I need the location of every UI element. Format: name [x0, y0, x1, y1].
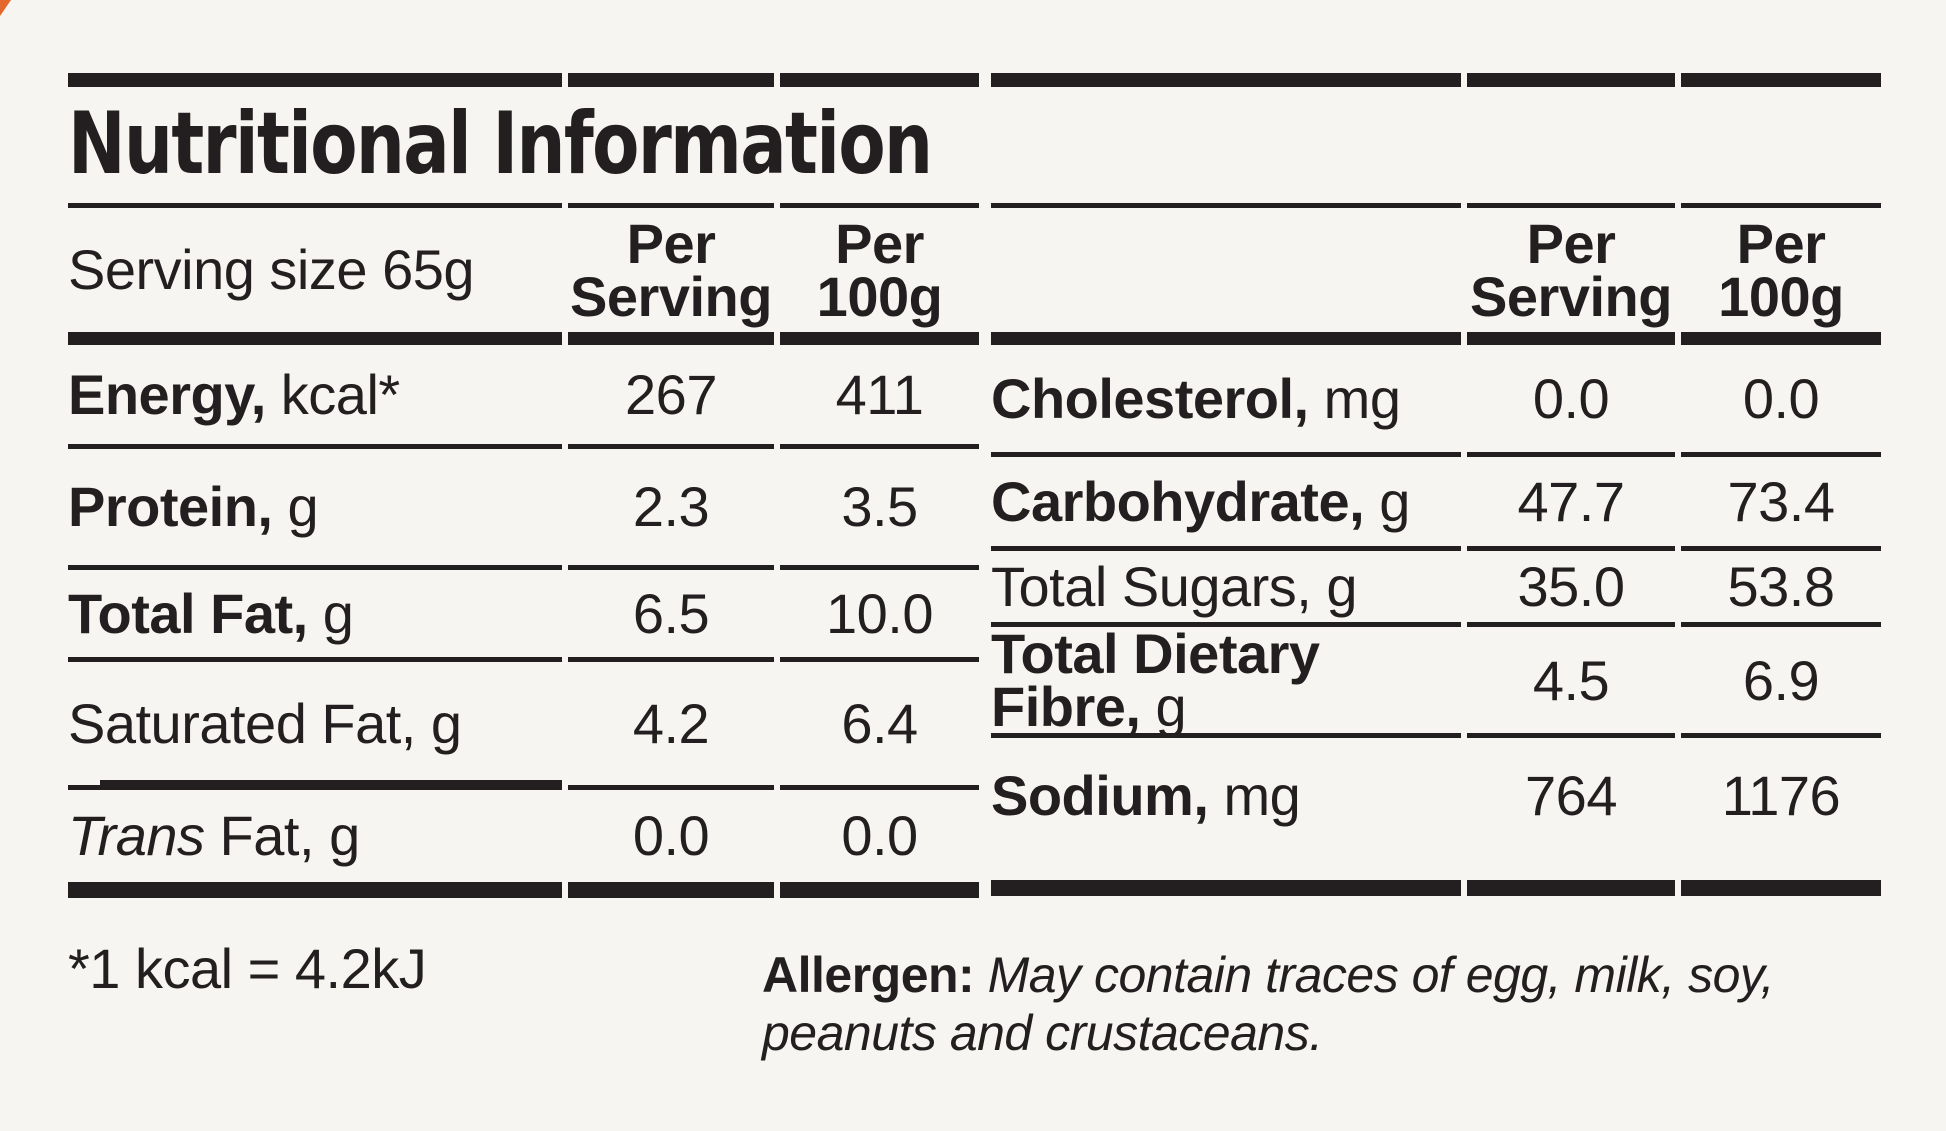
table-row-energy: Energy, kcal* 267 411	[68, 345, 979, 449]
table-row-protein: Protein, g 2.3 3.5	[68, 449, 979, 570]
table-row-trans-fat: Trans Fat, g 0.0 0.0	[68, 790, 979, 898]
table-row-carbohydrate: Carbohydrate, g 47.7 73.4	[991, 457, 1881, 551]
value-per-serving: 267	[568, 345, 774, 449]
header-spacer	[991, 208, 1461, 345]
value-per-100g: 3.5	[780, 449, 979, 570]
row-label: Energy, kcal*	[68, 345, 562, 449]
column-header-per-serving: Per Serving	[568, 208, 774, 345]
allergen-text: May contain traces of egg, milk, soy, pe…	[762, 947, 1775, 1061]
row-label: Trans Fat, g	[68, 790, 562, 898]
column-header-per-100g: Per 100g	[780, 208, 979, 345]
table-row-cholesterol: Cholesterol, mg 0.0 0.0	[991, 345, 1881, 457]
value-per-100g: 6.4	[780, 662, 979, 790]
value-per-100g: 6.9	[1681, 627, 1881, 739]
title-row: Nutritional Information	[68, 73, 979, 208]
value-per-serving: 35.0	[1467, 551, 1675, 627]
row-label: Sodium, mg	[991, 738, 1461, 897]
row-label: Total Fat, g	[68, 570, 562, 662]
corner-accent-triangle	[0, 0, 11, 16]
table-row-total-fat: Total Fat, g 6.5 10.0	[68, 570, 979, 662]
table-row-total-sugars: Total Sugars, g 35.0 53.8	[991, 551, 1881, 627]
allergen-note: Allergen: May contain traces of egg, mil…	[762, 946, 1937, 1062]
table-row-sodium: Sodium, mg 764 1176	[991, 738, 1881, 897]
table-row-saturated-fat: Saturated Fat, g 4.2 6.4	[68, 662, 979, 790]
value-per-100g: 73.4	[1681, 457, 1881, 551]
value-per-serving: 4.2	[568, 662, 774, 790]
kcal-footnote: *1 kcal = 4.2kJ	[68, 937, 427, 1000]
row-label: Total Dietary Fibre, g	[991, 625, 1461, 739]
row-label: Saturated Fat, g	[68, 662, 562, 790]
row-label: Cholesterol, mg	[991, 345, 1461, 457]
column-header-per-100g: Per 100g	[1681, 208, 1881, 345]
value-per-100g: 411	[780, 345, 979, 449]
value-per-serving: 47.7	[1467, 457, 1675, 551]
value-per-serving: 0.0	[568, 790, 774, 898]
row-label: Protein, g	[68, 449, 562, 570]
header-row-right: Per Serving Per 100g	[991, 208, 1881, 345]
value-per-serving: 2.3	[568, 449, 774, 570]
allergen-label: Allergen:	[762, 947, 975, 1003]
value-per-100g: 0.0	[1681, 345, 1881, 457]
page-title: Nutritional Information	[68, 94, 933, 195]
row-label: Total Sugars, g	[991, 551, 1461, 627]
nutrition-table-left: Nutritional Information Serving size 65g…	[62, 73, 985, 898]
serving-size-label: Serving size 65g	[68, 208, 562, 345]
value-per-100g: 1176	[1681, 738, 1881, 897]
value-per-serving: 764	[1467, 738, 1675, 897]
header-row-left: Serving size 65g Per Serving Per 100g	[68, 208, 979, 345]
title-cell: Nutritional Information	[68, 73, 933, 208]
value-per-serving: 0.0	[1467, 345, 1675, 457]
value-per-100g: 10.0	[780, 570, 979, 662]
value-per-serving: 6.5	[568, 570, 774, 662]
value-per-100g: 53.8	[1681, 551, 1881, 627]
row-label: Carbohydrate, g	[991, 457, 1461, 551]
value-per-serving: 4.5	[1467, 627, 1675, 739]
table-row-dietary-fibre: Total Dietary Fibre, g 4.5 6.9	[991, 625, 1881, 739]
title-row-right	[991, 73, 1881, 208]
value-per-100g: 0.0	[780, 790, 979, 898]
nutrition-table-right: Per Serving Per 100g Cholesterol, mg 0.0…	[985, 73, 1887, 897]
column-header-per-serving: Per Serving	[1467, 208, 1675, 345]
